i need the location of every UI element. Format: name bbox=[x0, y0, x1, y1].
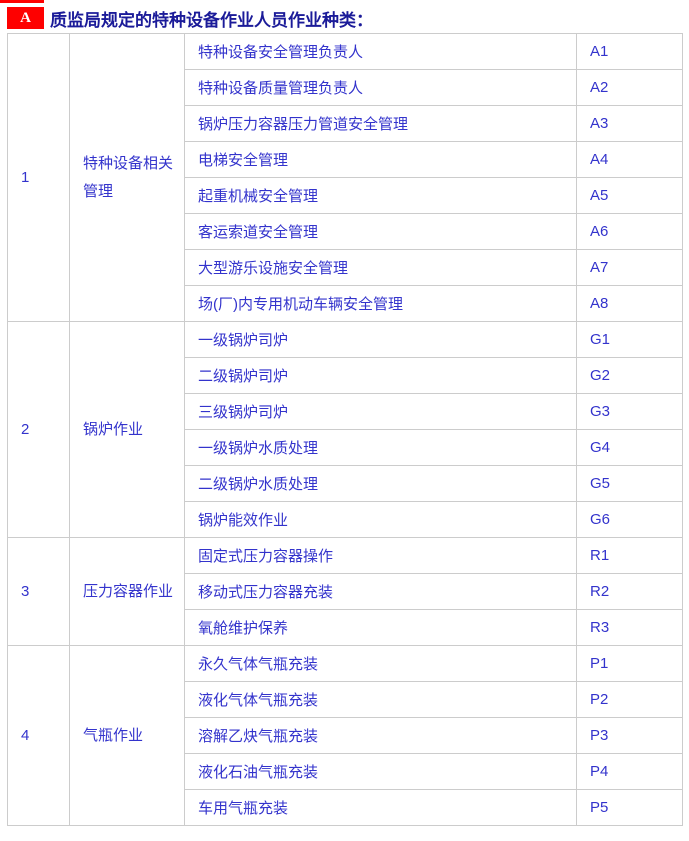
job-cell: 溶解乙炔气瓶充装 bbox=[184, 717, 577, 754]
code-cell: A8 bbox=[576, 285, 683, 322]
job-cell: 一级锅炉司炉 bbox=[184, 321, 577, 358]
job-cell: 液化气体气瓶充装 bbox=[184, 681, 577, 718]
table-row: 车用气瓶充装 P5 bbox=[8, 789, 683, 826]
code-cell: G6 bbox=[576, 501, 683, 538]
table-row: 液化气体气瓶充装 P2 bbox=[8, 681, 683, 718]
code-cell: P2 bbox=[576, 681, 683, 718]
group-number-cell: 2 bbox=[7, 321, 70, 538]
job-cell: 液化石油气瓶充装 bbox=[184, 753, 577, 790]
job-cell: 大型游乐设施安全管理 bbox=[184, 249, 577, 286]
table-row: 1 特种设备相关管理 特种设备安全管理负责人 A1 bbox=[7, 33, 683, 322]
job-cell: 特种设备质量管理负责人 bbox=[184, 69, 577, 106]
job-cell: 二级锅炉司炉 bbox=[184, 357, 577, 394]
table-row: 锅炉能效作业 G6 bbox=[8, 501, 683, 538]
category-cell: 特种设备相关管理 bbox=[69, 33, 185, 322]
table-row: 3 压力容器作业 固定式压力容器操作 R1 bbox=[7, 537, 683, 646]
category-cell: 气瓶作业 bbox=[69, 645, 185, 826]
job-cell: 特种设备安全管理负责人 bbox=[184, 33, 577, 70]
code-cell: G3 bbox=[576, 393, 683, 430]
table-row: 二级锅炉司炉 G2 bbox=[8, 357, 683, 394]
job-cell: 二级锅炉水质处理 bbox=[184, 465, 577, 502]
table-row: 场(厂)内专用机动车辆安全管理 A8 bbox=[8, 285, 683, 322]
job-cell: 三级锅炉司炉 bbox=[184, 393, 577, 430]
table-row: 液化石油气瓶充装 P4 bbox=[8, 753, 683, 790]
code-cell: G5 bbox=[576, 465, 683, 502]
job-cell: 锅炉能效作业 bbox=[184, 501, 577, 538]
category-cell: 压力容器作业 bbox=[69, 537, 185, 646]
code-cell: A7 bbox=[576, 249, 683, 286]
job-cell: 固定式压力容器操作 bbox=[184, 537, 577, 574]
table-body: 1 特种设备相关管理 特种设备安全管理负责人 A1 特种设备质量管理负责人 A2 锅炉压力容… bbox=[7, 33, 683, 826]
table-row: 电梯安全管理 A4 bbox=[8, 141, 683, 178]
table-row: 二级锅炉水质处理 G5 bbox=[8, 465, 683, 502]
job-cell: 起重机械安全管理 bbox=[184, 177, 577, 214]
code-cell: A1 bbox=[576, 33, 683, 70]
code-cell: A3 bbox=[576, 105, 683, 142]
job-cell: 客运索道安全管理 bbox=[184, 213, 577, 250]
table-row: 大型游乐设施安全管理 A7 bbox=[8, 249, 683, 286]
code-cell: G1 bbox=[576, 321, 683, 358]
code-cell: R1 bbox=[576, 537, 683, 574]
table-row: 移动式压力容器充装 R2 bbox=[8, 573, 683, 610]
job-cell: 电梯安全管理 bbox=[184, 141, 577, 178]
job-cell: 永久气体气瓶充装 bbox=[184, 645, 577, 682]
job-cell: 氧舱维护保养 bbox=[184, 609, 577, 646]
job-cell: 锅炉压力容器压力管道安全管理 bbox=[184, 105, 577, 142]
job-cell: 车用气瓶充装 bbox=[184, 789, 577, 826]
code-cell: A4 bbox=[576, 141, 683, 178]
code-cell: P1 bbox=[576, 645, 683, 682]
code-cell: R2 bbox=[576, 573, 683, 610]
job-cell: 移动式压力容器充装 bbox=[184, 573, 577, 610]
categories-table: 1 特种设备相关管理 特种设备安全管理负责人 A1 特种设备质量管理负责人 A2 锅炉压力容… bbox=[7, 33, 683, 826]
code-cell: R3 bbox=[576, 609, 683, 646]
table-row: 三级锅炉司炉 G3 bbox=[8, 393, 683, 430]
table-row: 客运索道安全管理 A6 bbox=[8, 213, 683, 250]
code-cell: A5 bbox=[576, 177, 683, 214]
table-row: 4 气瓶作业 永久气体气瓶充装 P1 bbox=[7, 645, 683, 826]
code-cell: P5 bbox=[576, 789, 683, 826]
code-cell: G2 bbox=[576, 357, 683, 394]
table-row: 起重机械安全管理 A5 bbox=[8, 177, 683, 214]
top-red-strip bbox=[0, 0, 44, 3]
group-number-cell: 1 bbox=[7, 33, 70, 322]
code-cell: P3 bbox=[576, 717, 683, 754]
table-row: 氧舱维护保养 R3 bbox=[8, 609, 683, 646]
category-cell: 锅炉作业 bbox=[69, 321, 185, 538]
title-row: A 质监局规定的特种设备作业人员作业种类： bbox=[0, 0, 689, 31]
job-cell: 场(厂)内专用机动车辆安全管理 bbox=[184, 285, 577, 322]
code-cell: G4 bbox=[576, 429, 683, 466]
code-cell: P4 bbox=[576, 753, 683, 790]
table-row: 溶解乙炔气瓶充装 P3 bbox=[8, 717, 683, 754]
list-marker-badge: A bbox=[7, 7, 44, 29]
job-cell: 一级锅炉水质处理 bbox=[184, 429, 577, 466]
code-cell: A6 bbox=[576, 213, 683, 250]
table-row: 锅炉压力容器压力管道安全管理 A3 bbox=[8, 105, 683, 142]
group-number-cell: 3 bbox=[7, 537, 70, 646]
group-number-cell: 4 bbox=[7, 645, 70, 826]
table-row: 特种设备质量管理负责人 A2 bbox=[8, 69, 683, 106]
table-row: 2 锅炉作业 一级锅炉司炉 G1 bbox=[7, 321, 683, 538]
page-title: 质监局规定的特种设备作业人员作业种类： bbox=[50, 10, 373, 30]
code-cell: A2 bbox=[576, 69, 683, 106]
